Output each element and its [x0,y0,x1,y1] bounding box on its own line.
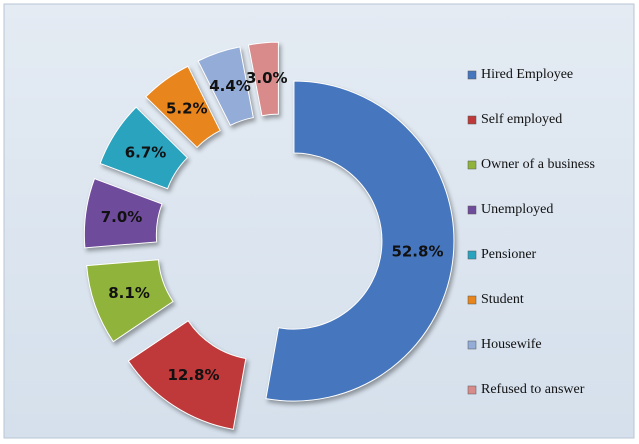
legend-swatch [467,340,477,350]
slices: 52.8% 12.8% 8.1% 7.0% 6.7% 5.2%4.4%3.0% [83,41,455,430]
legend: Hired Employee Self employed Owner of a bu… [467,67,595,397]
legend-label: Refused to answer [481,382,585,397]
legend-label: Unemployed [481,202,553,217]
legend-swatch [467,250,477,260]
slice [145,65,221,149]
legend-swatch [467,115,477,125]
data-label: 8.1% [108,284,150,302]
data-label: 5.2% [166,99,208,117]
legend-label: Pensioner [481,247,537,262]
slice [247,41,279,117]
legend-swatch [467,385,477,395]
slice [197,46,254,127]
data-label: 3.0% [246,69,288,87]
legend-label: Hired Employee [481,67,573,82]
legend-swatch [467,160,477,170]
legend-swatch [467,295,477,305]
data-label: 12.8% [167,366,219,384]
slice [86,259,174,343]
legend-swatch [467,70,477,80]
legend-label: Self employed [481,112,562,127]
slice [265,80,455,402]
slice [127,320,247,430]
legend-label: Owner of a business [481,157,595,172]
legend-label: Housewife [481,337,542,352]
legend-swatch [467,205,477,215]
data-label: 52.8% [391,242,443,260]
slice [99,106,189,190]
legend-label: Student [481,292,524,307]
slice [83,178,163,249]
data-label: 6.7% [125,143,167,161]
data-label: 7.0% [101,208,143,226]
data-label: 4.4% [209,77,251,95]
